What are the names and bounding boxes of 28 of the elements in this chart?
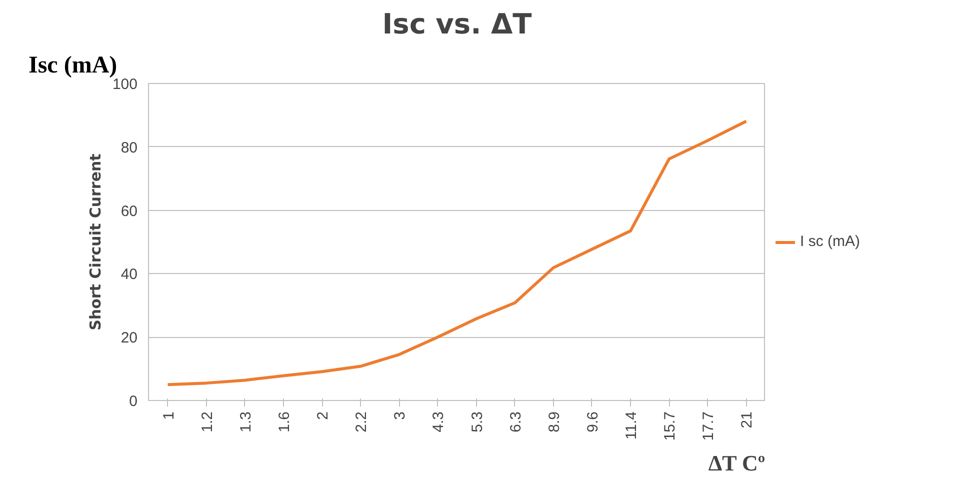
chart-title: Isc vs. ΔT [382, 8, 532, 40]
x-axis-title: ΔT Cº [708, 450, 766, 476]
x-tick-label: 1.6 [276, 411, 293, 432]
line-series [166, 120, 748, 386]
y-tick-label: 100 [112, 76, 138, 93]
x-tick-label: 8.9 [546, 411, 563, 432]
x-tick-label: 6.3 [507, 411, 524, 432]
y-tick-label: 20 [120, 330, 138, 347]
x-tick-label: 15.7 [662, 411, 679, 441]
x-tick-label: 5.3 [468, 411, 486, 432]
x-tick-label: 1.3 [237, 411, 254, 432]
y-tick-label: 40 [120, 266, 138, 284]
x-tick-label: 11.4 [623, 411, 640, 440]
x-tick-label: 1 [160, 412, 178, 420]
legend-label: I sc (mA) [800, 233, 860, 250]
x-tick-label: 9.6 [584, 411, 602, 432]
y-tick-label: 80 [120, 139, 138, 156]
x-tick-label: 21 [738, 411, 756, 428]
x-tick-label: 3 [392, 412, 409, 420]
x-tick-label: 17.7 [700, 411, 718, 441]
x-tick-label: 4.3 [430, 411, 448, 432]
y-tick-label: 60 [120, 202, 138, 220]
x-tick-label: 2 [314, 412, 332, 420]
y-tick-label: 0 [129, 393, 138, 410]
x-tick-label: 2.2 [353, 411, 370, 432]
text: Isc (mA) [28, 52, 118, 78]
x-tick-label: 1.2 [198, 411, 216, 432]
y-axis-title: Short Circuit Current [86, 154, 104, 330]
